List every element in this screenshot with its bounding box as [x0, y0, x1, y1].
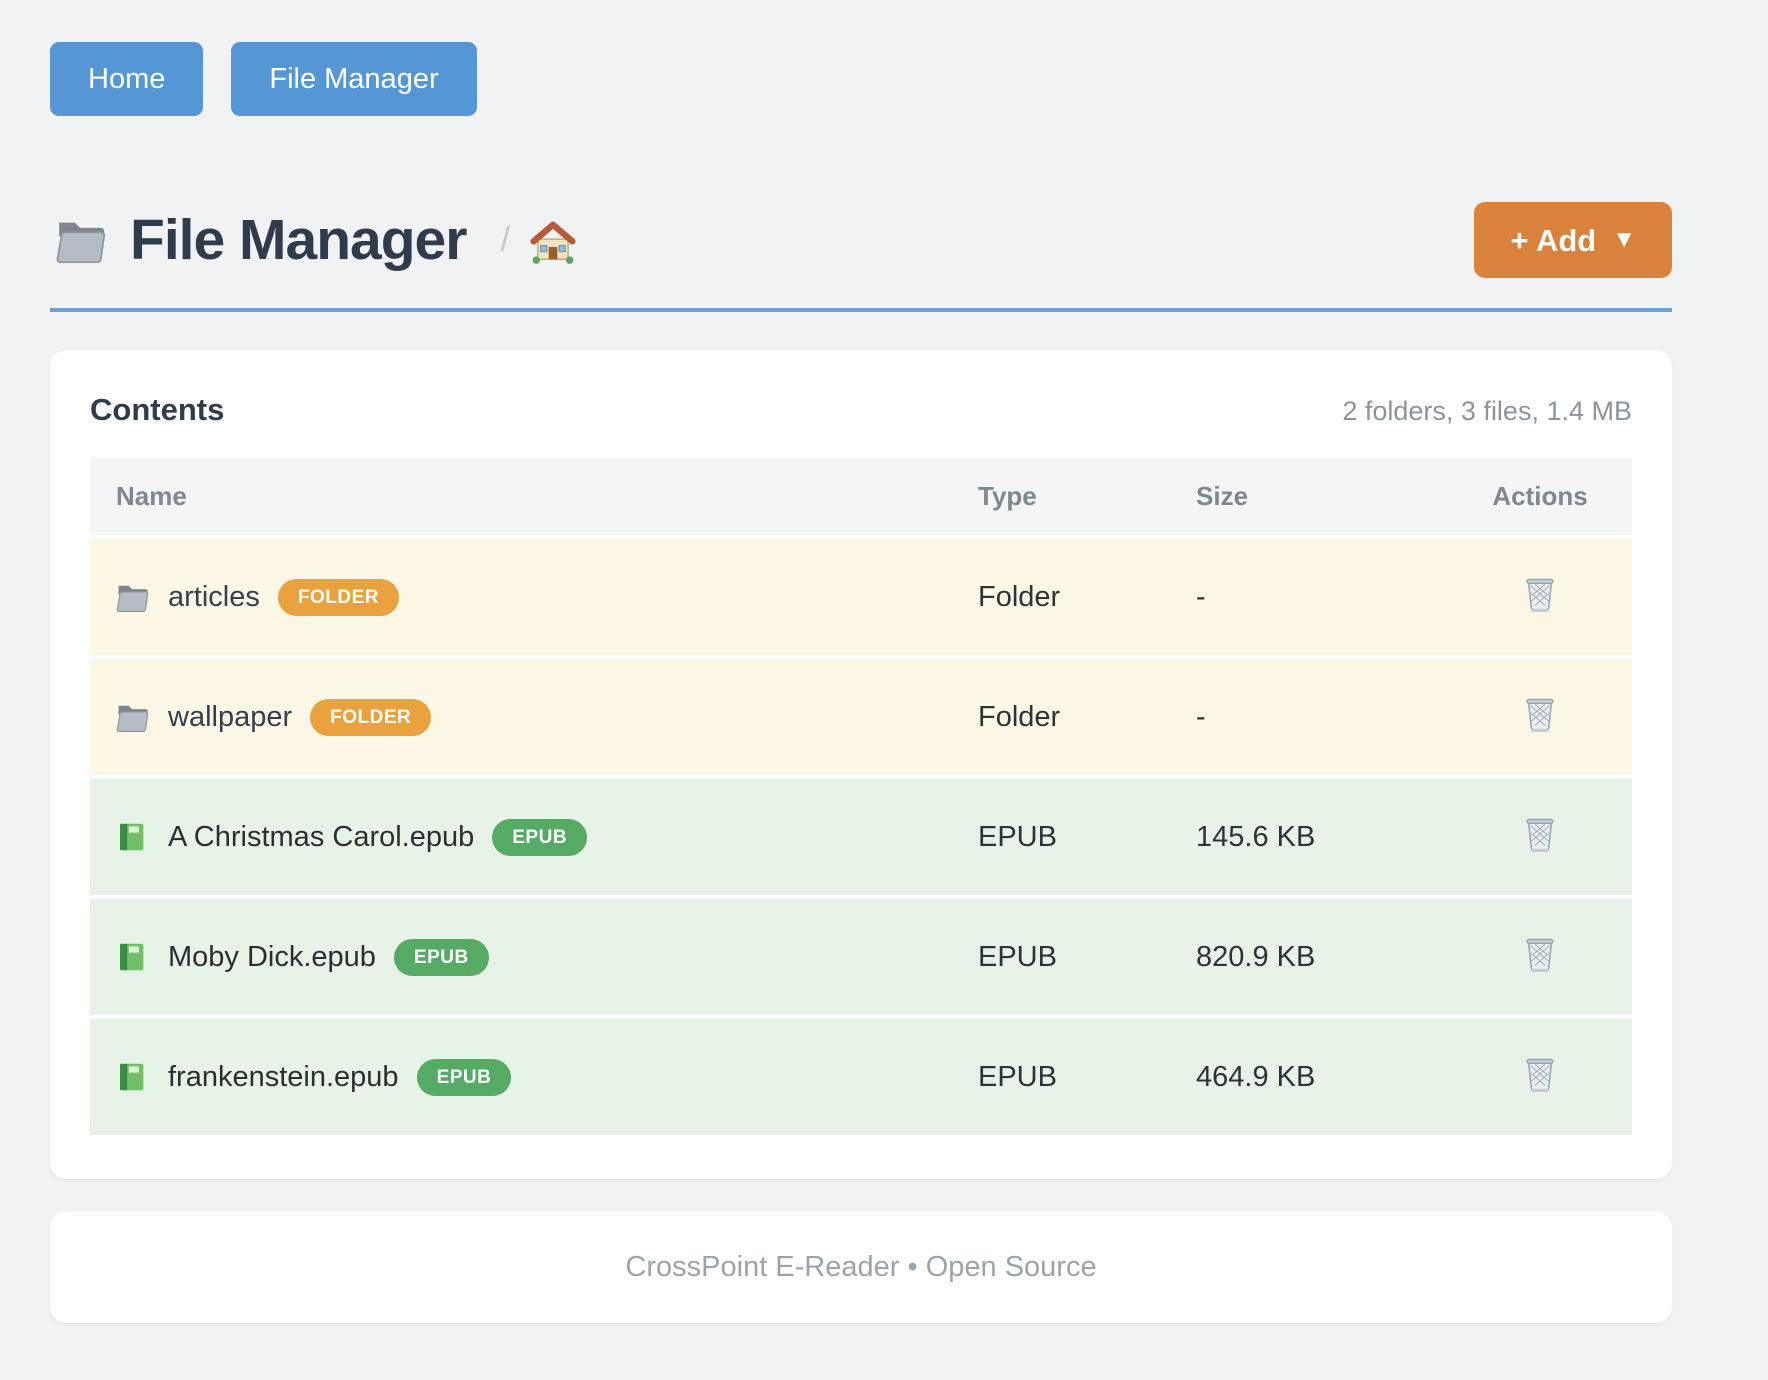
delete-button[interactable] [1520, 932, 1560, 977]
table-row-wallpaper[interactable]: wallpaper FOLDER Folder - [90, 659, 1632, 775]
file-manager-button[interactable]: File Manager [231, 42, 477, 116]
green-book-icon [114, 820, 150, 854]
add-button[interactable]: + Add ▼ [1474, 202, 1672, 278]
table-header: Name Type Size Actions [90, 458, 1632, 535]
contents-table: Name Type Size Actions articles FOLDER [90, 454, 1632, 1139]
contents-card-header: Contents 2 folders, 3 files, 1.4 MB [90, 392, 1632, 428]
table-row-frankenstein[interactable]: frankenstein.epub EPUB EPUB 464.9 KB [90, 1019, 1632, 1135]
size-cell: - [1196, 659, 1448, 775]
table-row-articles[interactable]: articles FOLDER Folder - [90, 539, 1632, 655]
type-cell: EPUB [978, 779, 1196, 895]
green-book-icon [114, 940, 150, 974]
type-cell: EPUB [978, 1019, 1196, 1135]
breadcrumb-separator: / [500, 220, 510, 259]
column-header-size: Size [1196, 458, 1448, 535]
file-manager-page: Home File Manager File Manager / + Add ▼… [50, 42, 1672, 1323]
page-header: File Manager / + Add ▼ [50, 202, 1672, 278]
epub-badge: EPUB [492, 818, 588, 856]
column-header-type: Type [978, 458, 1196, 535]
size-cell: 820.9 KB [1196, 899, 1448, 1015]
wastebasket-icon [1520, 692, 1560, 734]
open-folder-icon [50, 214, 110, 266]
column-header-actions: Actions [1448, 458, 1632, 535]
file-name-link[interactable]: frankenstein.epub [168, 1060, 399, 1093]
wastebasket-icon [1520, 1052, 1560, 1094]
top-nav: Home File Manager [50, 42, 1672, 116]
type-cell: EPUB [978, 899, 1196, 1015]
folder-badge: FOLDER [310, 698, 432, 736]
contents-card: Contents 2 folders, 3 files, 1.4 MB Name… [50, 350, 1672, 1179]
wastebasket-icon [1520, 932, 1560, 974]
size-cell: - [1196, 539, 1448, 655]
contents-summary: 2 folders, 3 files, 1.4 MB [1342, 396, 1632, 426]
chevron-down-icon: ▼ [1612, 226, 1636, 253]
folder-badge: FOLDER [277, 578, 399, 616]
title-divider [50, 308, 1672, 312]
page-title: File Manager [130, 208, 467, 272]
delete-button[interactable] [1520, 692, 1560, 737]
wastebasket-icon [1520, 572, 1560, 614]
home-button[interactable]: Home [50, 42, 204, 116]
house-icon [530, 219, 576, 265]
folder-icon [114, 580, 150, 614]
file-name-link[interactable]: Moby Dick.epub [168, 940, 376, 973]
title-group: File Manager / [50, 207, 576, 273]
epub-badge: EPUB [393, 938, 489, 976]
size-cell: 464.9 KB [1196, 1019, 1448, 1135]
type-cell: Folder [978, 659, 1196, 775]
epub-badge: EPUB [416, 1058, 512, 1096]
footer-text: CrossPoint E-Reader • Open Source [625, 1250, 1097, 1283]
table-row-moby-dick[interactable]: Moby Dick.epub EPUB EPUB 820.9 KB [90, 899, 1632, 1015]
column-header-name: Name [90, 458, 978, 535]
add-button-label: + Add [1510, 222, 1597, 258]
file-name-link[interactable]: articles [168, 580, 260, 613]
contents-heading: Contents [90, 392, 225, 427]
size-cell: 145.6 KB [1196, 779, 1448, 895]
breadcrumb-home-link[interactable] [530, 211, 576, 270]
wastebasket-icon [1520, 812, 1560, 854]
footer: CrossPoint E-Reader • Open Source [50, 1211, 1672, 1323]
file-name-link[interactable]: A Christmas Carol.epub [168, 820, 475, 853]
delete-button[interactable] [1520, 1052, 1560, 1097]
table-row-a-christmas-carol[interactable]: A Christmas Carol.epub EPUB EPUB 145.6 K… [90, 779, 1632, 895]
type-cell: Folder [978, 539, 1196, 655]
green-book-icon [114, 1060, 150, 1094]
folder-icon [114, 700, 150, 734]
delete-button[interactable] [1520, 812, 1560, 857]
delete-button[interactable] [1520, 572, 1560, 617]
file-name-link[interactable]: wallpaper [168, 700, 293, 733]
